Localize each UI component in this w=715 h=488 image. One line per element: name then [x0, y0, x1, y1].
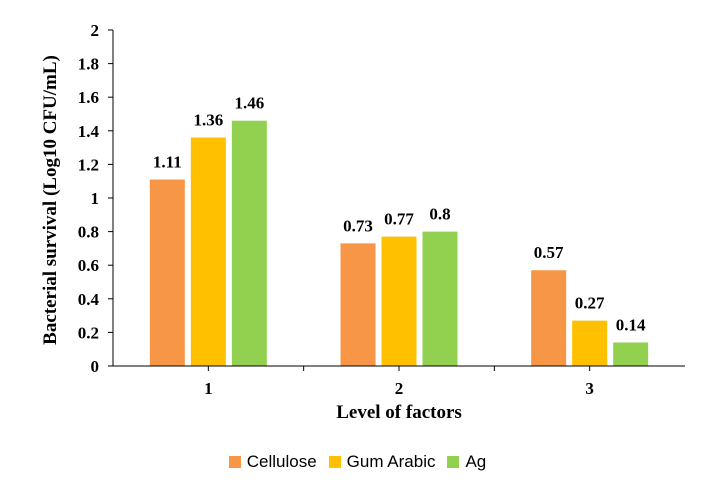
- y-tick-label: 0.8: [78, 223, 99, 242]
- y-tick-label: 0.2: [78, 323, 99, 342]
- bar-cellulose-level-1: [149, 179, 185, 366]
- y-tick-label: 1.4: [78, 122, 100, 141]
- data-labels: 1.11 1.36 1.46 0.73 0.77 0.8 0.57 0.27 0.14: [153, 94, 646, 335]
- y-tick-label: 1: [91, 189, 100, 208]
- legend-label-cellulose: Cellulose: [246, 452, 317, 471]
- data-label-gum-arabic-level-1: 1.36: [193, 111, 223, 130]
- data-label-cellulose-level-3: 0.57: [534, 243, 564, 262]
- bar-cellulose-level-3: [531, 270, 567, 366]
- y-tick-label: 0.6: [78, 256, 99, 275]
- bars: [149, 120, 649, 366]
- legend: Cellulose Gum Arabic Ag: [0, 452, 715, 472]
- data-label-ag-level-3: 0.14: [616, 315, 646, 334]
- bar-gum-arabic-level-1: [190, 137, 226, 366]
- y-tick-label: 1.2: [78, 155, 99, 174]
- legend-item-gum-arabic: Gum Arabic: [328, 452, 436, 472]
- y-tick-label: 1.8: [78, 55, 99, 74]
- x-tick-label: 1: [204, 379, 213, 398]
- bar-ag-level-2: [422, 231, 458, 366]
- bar-gum-arabic-level-3: [572, 320, 608, 366]
- legend-swatch-gum-arabic: [328, 456, 341, 468]
- data-label-ag-level-1: 1.46: [234, 94, 264, 113]
- y-axis-title: Bacterial survival (Log10 CFU/mL): [40, 55, 61, 345]
- y-tick-label: 0.4: [78, 290, 100, 309]
- y-axis-ticks: 0 0.2 0.4 0.6 0.8 1 1.2 1.4 1.6 1.8 2: [78, 21, 113, 376]
- data-label-cellulose-level-2: 0.73: [343, 216, 373, 235]
- x-axis-ticks: 1 2 3: [204, 366, 594, 398]
- y-tick-label: 0: [91, 357, 100, 376]
- legend-swatch-cellulose: [228, 456, 241, 468]
- y-tick-label: 1.6: [78, 88, 99, 107]
- legend-swatch-ag: [447, 456, 460, 468]
- data-label-cellulose-level-1: 1.11: [153, 153, 182, 172]
- legend-label-gum-arabic: Gum Arabic: [346, 452, 436, 471]
- y-tick-label: 2: [91, 21, 100, 40]
- x-tick-label: 2: [395, 379, 404, 398]
- bar-ag-level-3: [613, 342, 649, 366]
- legend-item-cellulose: Cellulose: [228, 452, 317, 472]
- x-axis-title: Level of factors: [336, 402, 462, 423]
- bar-cellulose-level-2: [340, 243, 376, 366]
- bar-ag-level-1: [231, 120, 267, 366]
- data-label-ag-level-2: 0.8: [429, 205, 450, 224]
- legend-item-ag: Ag: [447, 452, 486, 472]
- legend-label-ag: Ag: [465, 452, 487, 471]
- x-tick-label: 3: [585, 379, 594, 398]
- data-label-gum-arabic-level-3: 0.27: [575, 294, 605, 313]
- bar-gum-arabic-level-2: [381, 236, 417, 366]
- data-label-gum-arabic-level-2: 0.77: [384, 210, 414, 229]
